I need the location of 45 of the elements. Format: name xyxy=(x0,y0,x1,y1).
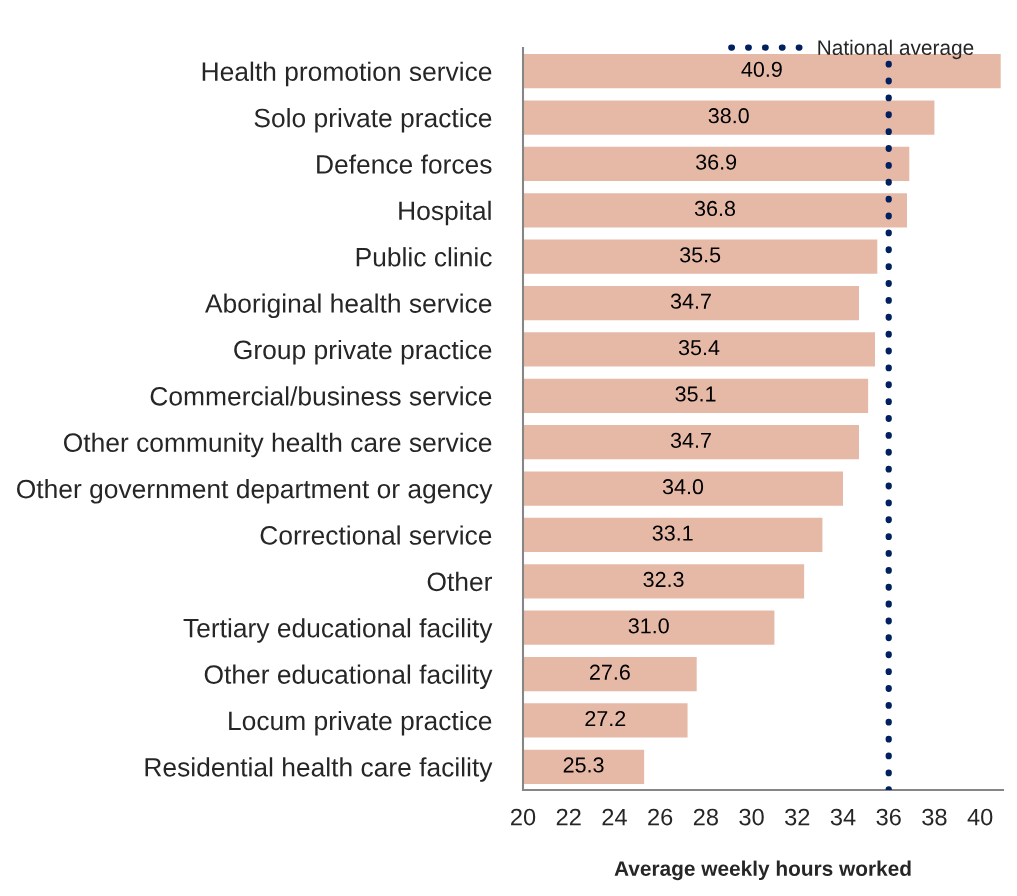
x-tick-label: 28 xyxy=(693,808,718,826)
x-tick-label: 24 xyxy=(602,808,627,826)
y-tick-label: Aboriginal health service xyxy=(205,293,492,319)
x-axis-title: Average weekly hours worked xyxy=(614,860,911,881)
x-tick-label: 22 xyxy=(556,808,581,826)
y-tick-label: Locum private practice xyxy=(229,710,492,736)
y-tick-label: Other xyxy=(427,571,493,592)
data-label: 32.3 xyxy=(643,571,684,588)
ref-line-label: National average xyxy=(818,39,974,60)
data-label: 40.9 xyxy=(741,61,782,77)
data-label: 33.1 xyxy=(652,525,693,541)
data-label: 34.0 xyxy=(662,479,704,495)
y-tick-label: Health promotion service xyxy=(202,61,492,87)
data-label: 38.0 xyxy=(708,108,749,124)
y-tick-label: Tertiary educational facility xyxy=(183,618,493,643)
data-label: 31.0 xyxy=(628,618,669,634)
y-tick-label: Commercial/business service xyxy=(150,386,492,406)
x-tick-label: 20 xyxy=(511,808,536,826)
data-label: 34.7 xyxy=(670,293,711,309)
y-tick-label: Other community health care service xyxy=(64,432,492,458)
x-tick-label: 40 xyxy=(967,808,993,826)
data-label: 35.1 xyxy=(675,386,716,402)
y-tick-label: Other educational facility xyxy=(204,664,493,690)
x-tick-label: 34 xyxy=(830,808,856,826)
data-label: 27.2 xyxy=(585,710,626,726)
data-label: 36.8 xyxy=(694,200,736,217)
y-tick-label: Correctional service xyxy=(260,525,492,545)
x-tick-label: 32 xyxy=(785,808,810,826)
y-tick-label: Defence forces xyxy=(317,154,492,174)
data-label: 35.4 xyxy=(678,339,720,356)
y-tick-label: Group private practice xyxy=(234,339,492,365)
x-tick-label: 36 xyxy=(876,808,901,826)
data-label: 35.5 xyxy=(680,247,721,263)
y-tick-label: Solo private practice xyxy=(254,108,492,133)
data-label: 34.7 xyxy=(670,432,711,448)
x-tick-label: 30 xyxy=(739,808,764,826)
y-tick-label: Hospital xyxy=(399,200,491,226)
x-tick-label: 26 xyxy=(648,808,673,826)
y-tick-label: Public clinic xyxy=(356,247,492,267)
y-tick-label: Residential health care facility xyxy=(145,757,493,782)
y-tick-label: Other government department or agency xyxy=(17,479,493,504)
data-label: 36.9 xyxy=(696,154,737,170)
x-tick-label: 38 xyxy=(922,808,947,826)
data-label: 25.3 xyxy=(563,757,604,773)
data-label: 27.6 xyxy=(589,664,630,680)
